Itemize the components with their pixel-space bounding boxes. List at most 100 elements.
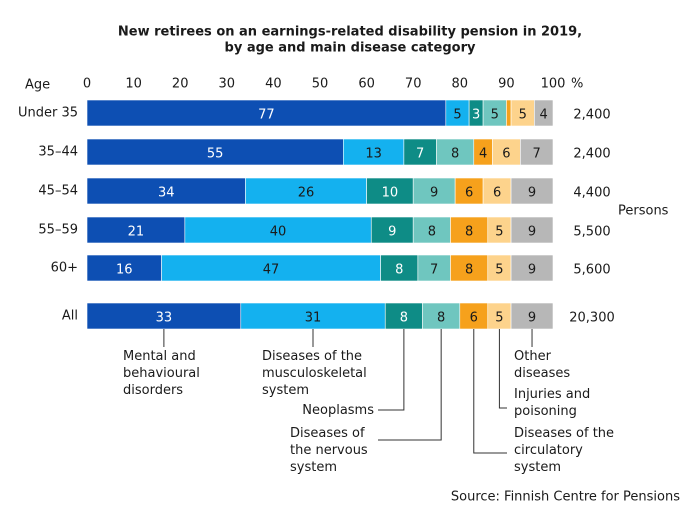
leader-line [498,329,507,409]
value-label: 6 [493,186,501,201]
row-total: 2,400 [573,147,610,162]
value-label: 4 [479,147,487,162]
value-label: 8 [395,263,403,278]
x-unit: % [571,77,583,92]
value-label: 55 [207,147,224,162]
value-label: 5 [453,108,461,123]
row-total: 5,500 [573,225,610,240]
bar-segment [506,99,512,127]
bar-segment [417,254,451,282]
value-label: 5 [495,263,503,278]
y-tick-label: 45–54 [38,184,78,199]
bar-segment [370,216,414,244]
legend-label: Mental and behavioural disorders [123,349,200,398]
legend-label: Neoplasms [302,403,374,418]
bar-segment [342,138,405,166]
value-label: 40 [270,225,287,240]
x-tick-label: 40 [265,77,282,92]
value-label: 8 [465,263,473,278]
row-total: 20,300 [569,311,615,326]
value-label: 47 [263,263,280,278]
leader-line [378,329,442,441]
bar-segment [412,216,451,244]
legend-label: Diseases of the musculoskeletal system [262,349,367,398]
x-tick-label: 10 [125,77,142,92]
bar-segment [459,302,489,330]
y-axis-label: Age [25,78,50,93]
bar-segment [510,216,554,244]
row-total: 5,600 [573,263,610,278]
x-tick-label: 90 [498,77,515,92]
y-tick-label: 35–44 [38,145,78,160]
legend-label: Diseases of the circulatory system [514,426,615,475]
value-label: 6 [465,186,473,201]
value-label: 8 [451,147,459,162]
value-label: 7 [430,263,438,278]
bar-segment [492,138,521,166]
value-label: 13 [365,147,382,162]
value-label: 9 [388,225,396,240]
value-label: 6 [502,147,510,162]
value-label: 31 [305,311,322,326]
value-label: 9 [528,311,536,326]
value-label: 16 [116,263,133,278]
value-label: 8 [465,225,473,240]
bar-segment [450,216,489,244]
value-label: 5 [495,311,503,326]
bar-segment [86,254,162,282]
x-tick-label: 0 [83,77,91,92]
x-tick-label: 70 [405,77,422,92]
value-label: 7 [416,147,424,162]
source: Source: Finnish Centre for Pensions [451,490,680,505]
x-tick-label: 50 [312,77,329,92]
y-tick-label: All [62,309,78,324]
y-tick-label: 60+ [51,261,78,276]
value-label: 21 [128,225,145,240]
chart-title: New retirees on an earnings-related disa… [118,25,582,40]
value-label: 5 [495,225,503,240]
x-tick-label: 60 [358,77,375,92]
bar-segment [482,177,512,205]
bar-segment [86,138,344,166]
bar-segment [412,177,456,205]
totals-label: Persons [618,204,669,219]
row-total: 4,400 [573,186,610,201]
bar-segment [510,177,554,205]
bar-segment [86,177,246,205]
value-label: 5 [519,108,527,123]
bar-segment [436,138,475,166]
bar-segment [403,138,437,166]
bar-segment [86,99,447,127]
legend-label: Diseases of the nervous system [290,426,368,475]
chart-subtitle: by age and main disease category [225,41,476,56]
legend-label: Injuries and poisoning [514,387,591,419]
value-label: 8 [437,311,445,326]
row-total: 2,400 [573,108,610,123]
value-label: 34 [158,186,175,201]
x-tick-label: 20 [172,77,189,92]
value-label: 9 [528,263,536,278]
value-label: 33 [156,311,173,326]
value-label: 5 [491,108,499,123]
bar-segment [184,216,372,244]
y-tick-label: Under 35 [18,106,78,121]
value-label: 6 [470,311,478,326]
bar-segment [454,177,484,205]
bar-segment [510,302,554,330]
value-label: 77 [258,108,275,123]
leader-line [378,329,405,411]
value-label: 8 [428,225,436,240]
x-tick-label: 100 [541,77,566,92]
x-tick-label: 30 [219,77,236,92]
bar-segment [380,254,419,282]
legend-label: Other diseases [514,349,571,381]
bar-segment [510,254,554,282]
value-label: 26 [298,186,315,201]
value-label: 7 [533,147,541,162]
bar-segment [384,302,423,330]
bar-segment [86,216,186,244]
bar-segment [422,302,461,330]
bar-segment [520,138,554,166]
